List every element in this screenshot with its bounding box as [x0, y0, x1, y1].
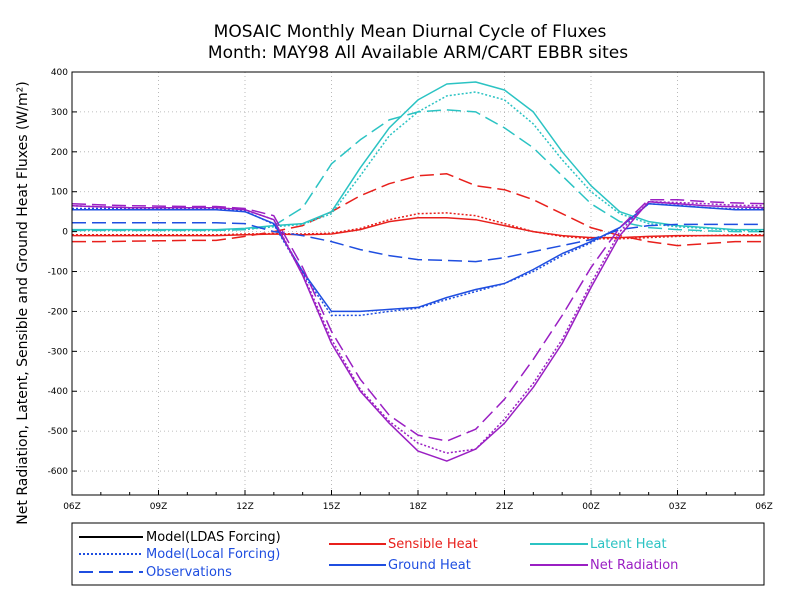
x-tick-label: 06Z — [755, 502, 773, 512]
x-tick-label: 21Z — [496, 502, 514, 512]
series-latent-heat-model-ldas-forcing — [72, 81, 764, 231]
series-group — [71, 81, 765, 462]
legend-entry-model-ldas: Model(LDAS Forcing) — [79, 530, 281, 545]
x-tick-label: 12Z — [236, 502, 254, 512]
legend-label-net-radiation: Net Radiation — [590, 558, 678, 573]
y-tick-label: -400 — [48, 387, 69, 397]
legend-label-sensible-heat: Sensible Heat — [388, 537, 478, 552]
series-sensible-heat-model-local-forcing — [72, 212, 764, 240]
legend-entry-model-local: Model(Local Forcing) — [79, 547, 280, 562]
legend-label-ground-heat: Ground Heat — [388, 558, 471, 573]
chart-title: MOSAIC Monthly Mean Diurnal Cycle of Flu… — [214, 22, 607, 42]
series-net-radiation-observations — [71, 198, 765, 442]
series-sensible-heat-model-ldas-forcing — [72, 216, 764, 239]
y-tick-label: -600 — [48, 467, 69, 477]
y-tick-label: 100 — [51, 188, 68, 198]
legend-label-model-ldas: Model(LDAS Forcing) — [146, 530, 281, 545]
series-net-radiation-model-local-forcing — [71, 200, 765, 454]
y-tick-label: -200 — [48, 307, 69, 317]
legend-entry-observations: Observations — [79, 565, 232, 580]
y-tick-label: 300 — [51, 108, 68, 118]
y-tick-label: -100 — [48, 268, 69, 278]
legend-entry-latent-heat: Latent Heat — [530, 537, 667, 552]
x-tick-label: 09Z — [150, 502, 168, 512]
x-tick-label: 03Z — [669, 502, 687, 512]
x-tick-label: 06Z — [63, 502, 81, 512]
y-tick-label: -500 — [48, 427, 69, 437]
x-ticks: 06Z 09Z 12Z 15Z 18Z 21Z 00Z 03Z 06Z — [63, 490, 773, 512]
y-tick-label: 400 — [51, 68, 68, 78]
legend-box — [71, 522, 765, 586]
y-tick-label: 0 — [62, 228, 68, 238]
grid — [72, 71, 764, 495]
series-latent-heat-observations — [72, 109, 764, 233]
legend-entry-ground-heat: Ground Heat — [329, 558, 471, 573]
legend-entry-sensible-heat: Sensible Heat — [329, 537, 478, 552]
legend-label-latent-heat: Latent Heat — [590, 537, 667, 552]
y-axis-label: Net Radiation, Latent, Sensible and Grou… — [15, 81, 31, 524]
series-ground-heat-observations — [72, 222, 764, 263]
legend-label-observations: Observations — [146, 565, 232, 580]
y-tick-label: 200 — [51, 148, 68, 158]
x-tick-label: 00Z — [582, 502, 600, 512]
x-tick-label: 18Z — [409, 502, 427, 512]
legend-label-model-local: Model(Local Forcing) — [146, 547, 280, 562]
legend-entry-net-radiation: Net Radiation — [530, 558, 678, 573]
x-tick-label: 15Z — [323, 502, 341, 512]
y-tick-label: -300 — [48, 347, 69, 357]
y-ticks: 400 300 200 100 0 -100 -200 -300 -400 -500 -600 — [48, 68, 764, 477]
chart-subtitle: Month: MAY98 All Available ARM/CART EBBR… — [208, 43, 628, 63]
series-sensible-heat-observations — [72, 173, 764, 247]
series-ground-heat-model-ldas-forcing — [72, 202, 764, 313]
